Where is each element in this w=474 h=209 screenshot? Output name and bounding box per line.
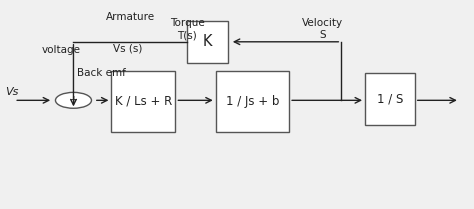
Text: 1 / S: 1 / S xyxy=(377,93,403,106)
Text: K / Ls + R: K / Ls + R xyxy=(115,95,172,108)
FancyBboxPatch shape xyxy=(111,71,175,132)
Text: +: + xyxy=(70,95,77,105)
Text: K: K xyxy=(202,34,212,49)
FancyBboxPatch shape xyxy=(365,73,415,125)
Text: Armature: Armature xyxy=(106,12,155,22)
Circle shape xyxy=(55,92,91,108)
FancyBboxPatch shape xyxy=(216,71,289,132)
Text: Velocity
S: Velocity S xyxy=(302,18,343,41)
Text: Torque
T(s): Torque T(s) xyxy=(170,18,205,41)
Text: voltage: voltage xyxy=(42,45,81,55)
Text: Back emf: Back emf xyxy=(77,68,127,78)
Text: 1 / Js + b: 1 / Js + b xyxy=(226,95,279,108)
Text: Vs (s): Vs (s) xyxy=(113,43,143,53)
FancyBboxPatch shape xyxy=(187,21,228,63)
Text: Vs: Vs xyxy=(5,87,18,97)
